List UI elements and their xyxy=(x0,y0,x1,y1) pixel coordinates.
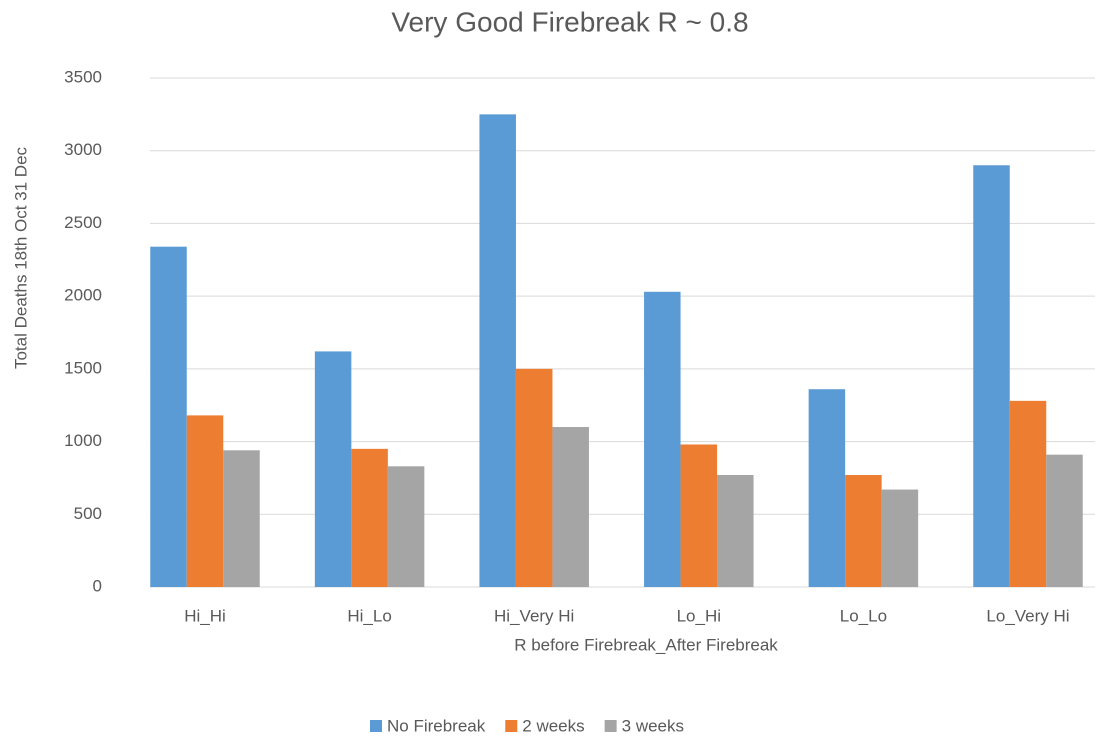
legend-swatch xyxy=(370,720,382,732)
x-tick-label: Hi_Very Hi xyxy=(494,606,574,625)
bar xyxy=(1046,454,1083,587)
legend-label: 3 weeks xyxy=(622,716,684,735)
bar xyxy=(223,450,260,587)
bar xyxy=(845,475,882,587)
legend-swatch xyxy=(604,720,617,732)
legend-label: No Firebreak xyxy=(387,716,486,735)
x-tick-label: Lo_Lo xyxy=(840,606,887,625)
bar xyxy=(479,114,516,587)
bar xyxy=(387,466,425,587)
bar xyxy=(314,351,352,587)
y-tick-label: 1000 xyxy=(64,431,102,450)
legend-label: 2 weeks xyxy=(522,716,584,735)
bar xyxy=(186,415,224,587)
x-tick-label: Hi_Hi xyxy=(184,606,226,625)
y-tick-label: 2000 xyxy=(64,286,102,305)
bar xyxy=(552,427,589,587)
bar xyxy=(515,368,553,587)
y-tick-label: 0 xyxy=(93,576,102,595)
y-tick-label: 1500 xyxy=(64,358,102,377)
y-axis-title: Total Deaths 18th Oct 31 Dec xyxy=(11,146,30,369)
y-tick-label: 3000 xyxy=(64,140,102,159)
bar xyxy=(808,389,846,587)
bar xyxy=(644,291,681,587)
legend-swatch xyxy=(505,720,518,732)
x-tick-label: Lo_Very Hi xyxy=(986,606,1069,625)
bar xyxy=(717,475,754,587)
x-tick-label: Lo_Hi xyxy=(677,606,721,625)
y-tick-label: 2500 xyxy=(64,213,102,232)
chart-title: Very Good Firebreak R ~ 0.8 xyxy=(391,6,748,37)
bar xyxy=(680,444,718,587)
bar xyxy=(881,489,919,587)
bar xyxy=(351,448,388,587)
bar xyxy=(973,165,1010,587)
y-tick-label: 500 xyxy=(74,504,102,523)
bar xyxy=(150,246,187,587)
bar xyxy=(1009,400,1047,587)
x-tick-label: Hi_Lo xyxy=(347,606,391,625)
y-tick-label: 3500 xyxy=(64,67,102,86)
x-axis-title: R before Firebreak_After Firebreak xyxy=(514,635,778,654)
